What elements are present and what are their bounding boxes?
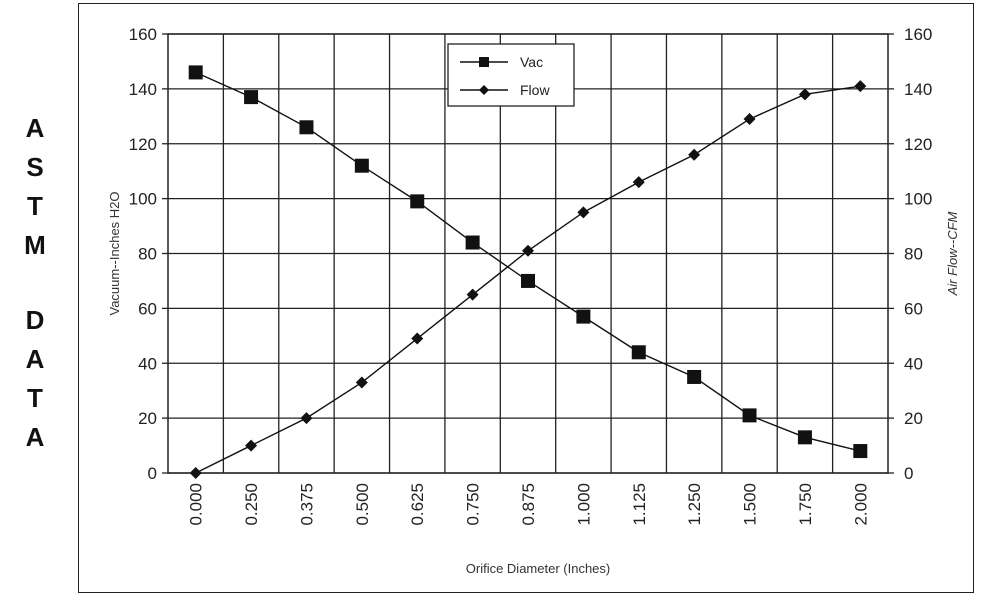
x-tick-label: 0.875 [519,483,538,526]
side-title-letter: A [25,113,45,143]
side-title-letter: D [25,305,45,335]
x-tick-label: 1.750 [796,483,815,526]
legend-box [447,43,575,107]
data-point-flow [411,332,424,345]
data-point-vac [853,444,868,459]
x-tick-label: 0.750 [464,483,483,526]
data-point-vac [576,309,591,324]
side-title-letter: T [27,191,43,221]
y-tick-label: 80 [138,245,157,264]
x-tick-label: 1.250 [685,483,704,526]
x-tick-label: 1.000 [574,483,593,526]
x-tick-label: 0.250 [242,483,261,526]
y-tick-label: 100 [129,190,157,209]
y2-tick-label: 160 [904,25,932,44]
legend-label: Vac [520,54,543,70]
y2-tick-label: 140 [904,80,932,99]
y2-tick-label: 100 [904,190,932,209]
data-point-flow [300,412,313,425]
y2-tick-label: 80 [904,245,923,264]
x-tick-label: 1.500 [741,483,760,526]
x-axis: 0.000 0.250 0.375 0.500 0.625 0.750 0.875 1.000… [187,483,871,526]
data-point-vac [410,194,425,209]
x-tick-label: 2.000 [851,483,870,526]
legend-marker [479,57,489,67]
data-point-flow [577,206,590,219]
y-tick-label: 140 [129,80,157,99]
data-point-vac [244,90,259,105]
right-y-axis: 0 20 40 60 80 100 120 140 160 [888,25,932,483]
data-point-flow [355,376,368,389]
legend-label: Flow [520,82,550,98]
series-line-vac [195,71,861,452]
data-point-flow [688,148,701,161]
data-point-flow [522,244,534,257]
side-title-letter: M [24,230,46,260]
x-tick-label: 1.125 [630,483,649,526]
series [188,65,868,479]
y-tick-label: 160 [129,25,157,44]
data-point-flow [466,288,479,301]
data-point-vac [299,120,314,135]
data-point-vac [631,345,646,360]
y2-tick-label: 120 [904,135,932,154]
data-point-vac [742,408,757,423]
x-tick-label: 0.000 [187,483,206,526]
x-axis-title: Orifice Diameter (Inches) [466,561,610,576]
legend-marker [479,85,489,95]
y2-tick-label: 60 [904,299,923,318]
data-point-flow [189,467,202,479]
y-tick-label: 120 [129,135,157,154]
side-title-letter: S [26,152,44,182]
data-point-vac [188,65,203,80]
data-point-vac [465,235,480,250]
y-tick-label: 40 [138,354,157,373]
y-tick-label: 20 [138,409,157,428]
side-title-letter: T [27,383,43,413]
data-point-vac [354,158,369,173]
side-title: A S T M D A T A [0,0,70,611]
side-title-letter: A [25,422,45,452]
y-axis-right-title: Air Flow--CFM [945,211,960,296]
data-point-flow [743,113,756,126]
data-point-vac [687,369,702,384]
left-y-axis: 0 20 40 60 80 100 120 140 160 [129,25,168,483]
data-point-flow [854,80,867,93]
legend: Vac Flow [447,43,575,107]
y-tick-label: 0 [148,464,157,483]
chart-frame [78,3,974,593]
y2-tick-label: 40 [904,354,923,373]
y2-tick-label: 0 [904,464,913,483]
x-tick-label: 0.375 [297,483,316,526]
x-tick-label: 0.625 [408,483,427,526]
data-point-vac [797,430,812,445]
x-tick-label: 0.500 [353,483,372,526]
side-title-letter: A [25,344,45,374]
data-point-flow [245,439,258,452]
y-tick-label: 60 [138,299,157,318]
y-axis-left-title: Vacuum--Inches H2O [107,191,122,315]
data-point-flow [798,88,811,101]
data-point-flow [632,176,645,189]
y2-tick-label: 20 [904,409,923,428]
data-point-vac [521,273,535,288]
